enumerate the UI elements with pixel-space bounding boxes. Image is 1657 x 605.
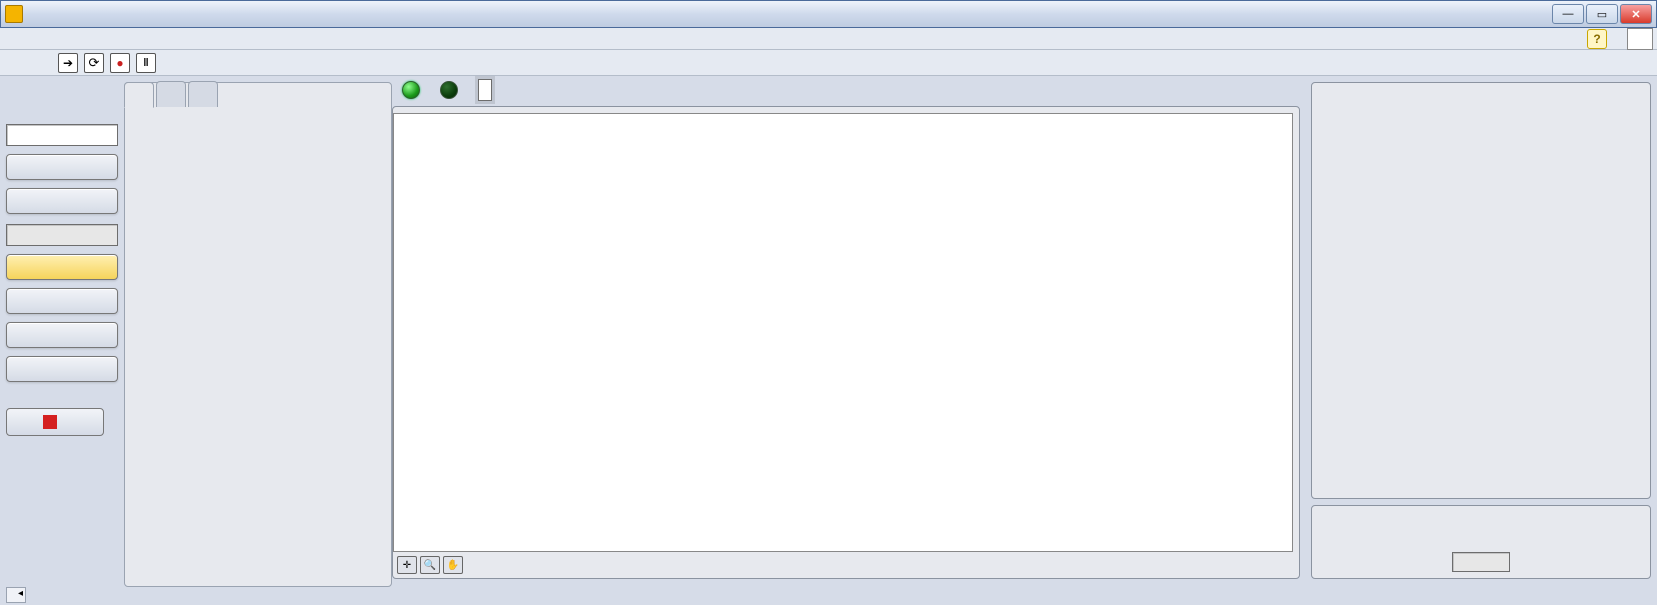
stop-icon bbox=[43, 415, 57, 429]
zoom-tool-icon[interactable]: 🔍 bbox=[420, 556, 440, 574]
minimize-button[interactable]: — bbox=[1552, 4, 1584, 24]
waveform-chart: ✛ 🔍 ✋ bbox=[392, 106, 1300, 579]
left-column bbox=[6, 82, 118, 587]
connect-button[interactable] bbox=[6, 154, 118, 180]
window-titlebar: — ▭ ✕ bbox=[0, 0, 1657, 28]
run-cont-button[interactable] bbox=[84, 53, 104, 73]
enable-control-button[interactable] bbox=[6, 188, 118, 214]
control-panel bbox=[124, 82, 392, 587]
app-icon bbox=[5, 5, 23, 23]
disconnect-button[interactable] bbox=[6, 356, 118, 382]
tab-status[interactable] bbox=[188, 81, 218, 107]
tab-bar bbox=[124, 81, 220, 107]
x-axis bbox=[393, 552, 1293, 572]
fault-led bbox=[440, 81, 458, 99]
toolbar bbox=[0, 50, 1657, 76]
plot-legend bbox=[1311, 82, 1651, 499]
log-data-button[interactable] bbox=[6, 288, 118, 314]
slip-value bbox=[1452, 552, 1510, 572]
status-strip bbox=[392, 76, 502, 104]
close-button[interactable]: ✕ bbox=[1620, 4, 1652, 24]
abort-button[interactable] bbox=[110, 53, 130, 73]
run-button[interactable] bbox=[58, 53, 78, 73]
enable-pwm-button[interactable] bbox=[6, 254, 118, 280]
tab-config[interactable] bbox=[156, 81, 186, 107]
maximize-button[interactable]: ▭ bbox=[1586, 4, 1618, 24]
tab-control[interactable] bbox=[124, 82, 154, 108]
project-path-bar bbox=[6, 587, 26, 603]
stop-button[interactable] bbox=[6, 408, 104, 436]
gpic-gui-icon[interactable] bbox=[1627, 28, 1653, 50]
fault-id-value bbox=[478, 79, 492, 101]
plot-area[interactable] bbox=[393, 113, 1293, 552]
context-help-icon[interactable]: ? bbox=[1587, 29, 1607, 49]
main-area: ✛ 🔍 ✋ bbox=[0, 76, 1657, 587]
chart-tool-palette: ✛ 🔍 ✋ bbox=[397, 556, 463, 574]
connected-led bbox=[402, 81, 420, 99]
safe-state-button[interactable] bbox=[6, 322, 118, 348]
pause-button[interactable] bbox=[136, 53, 156, 73]
pan-tool-icon[interactable]: ✋ bbox=[443, 556, 463, 574]
menu-bar: ? bbox=[0, 28, 1657, 50]
ip-input[interactable] bbox=[6, 124, 118, 146]
slip-gauge bbox=[1311, 505, 1651, 579]
legend-column bbox=[1311, 76, 1651, 579]
cursor-tool-icon[interactable]: ✛ bbox=[397, 556, 417, 574]
fpga-state-indicator bbox=[6, 224, 118, 246]
